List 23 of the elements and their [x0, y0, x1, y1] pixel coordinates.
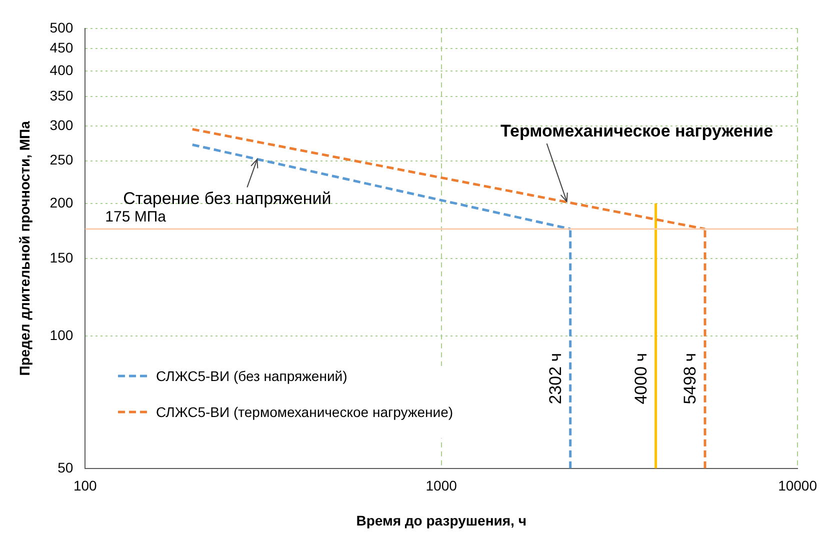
- legend-label: СЛЖС5-ВИ (термомеханическое нагружение): [156, 403, 454, 422]
- annotation: Термомеханическое нагружение: [500, 121, 774, 140]
- legend-label: СЛЖС5-ВИ (без напряжений): [156, 367, 348, 386]
- y-tick-label: 400: [50, 62, 74, 78]
- y-tick-label: 500: [50, 19, 74, 36]
- y-axis-title: Предел длительной прочности, МПа: [16, 120, 32, 376]
- y-tick-label: 50: [58, 459, 74, 476]
- x-tick-label: 1000: [426, 478, 458, 494]
- annotation: 2302 ч: [546, 352, 566, 404]
- y-tick-label: 100: [50, 326, 74, 343]
- ref-line-label: 175 МПа: [105, 208, 167, 226]
- y-tick-label: 150: [50, 249, 74, 266]
- y-tick-label: 300: [50, 116, 74, 133]
- x-tick-label: 100: [73, 478, 98, 494]
- annotation: Старение без напряжений: [123, 189, 332, 208]
- y-tick-label: 250: [50, 152, 74, 168]
- annotation: 5498 ч: [680, 352, 700, 404]
- y-tick-label: 350: [50, 87, 74, 104]
- annotation: 4000 ч: [631, 352, 650, 404]
- x-tick-label: 10000: [778, 478, 818, 494]
- y-tick-label: 450: [50, 39, 74, 56]
- y-tick-label: 200: [50, 194, 74, 210]
- x-axis-title: Время до разрушения, ч: [356, 512, 526, 528]
